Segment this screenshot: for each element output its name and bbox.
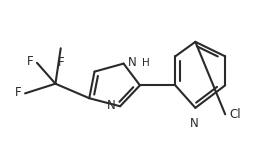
Text: F: F: [26, 56, 33, 68]
Text: F: F: [15, 86, 21, 99]
Text: Cl: Cl: [229, 108, 241, 121]
Text: N: N: [107, 99, 115, 112]
Text: H: H: [142, 58, 149, 68]
Text: F: F: [57, 56, 64, 69]
Text: N: N: [190, 117, 199, 130]
Text: N: N: [128, 56, 136, 69]
